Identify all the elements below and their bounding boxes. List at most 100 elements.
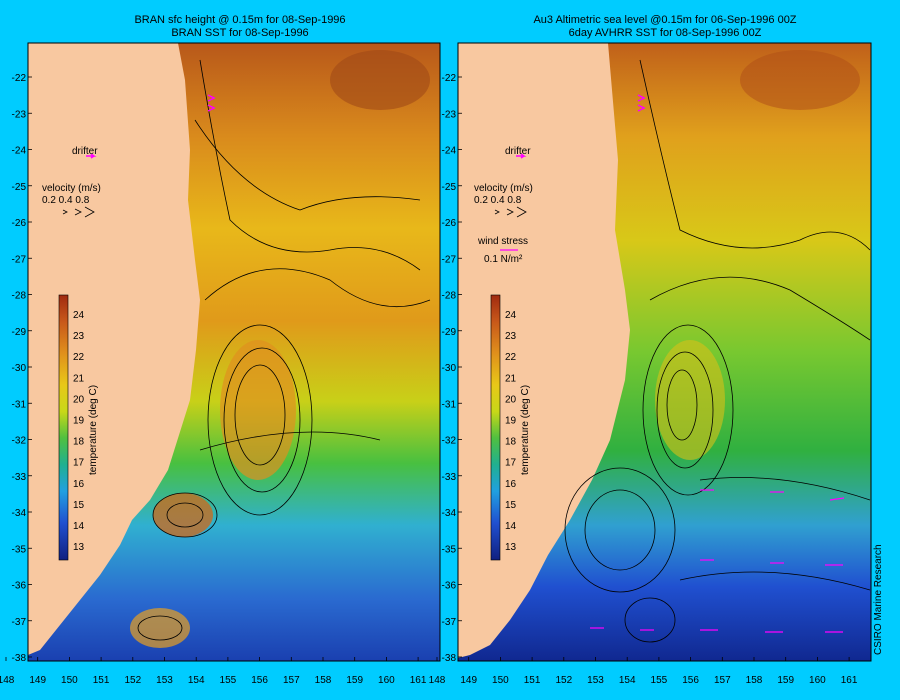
- left-title-line2: BRAN SST for 08-Sep-1996: [171, 27, 309, 39]
- right-velocity-values: 0.2 0.4 0.8: [474, 195, 522, 206]
- colorbar-tick-label: 24: [505, 310, 517, 321]
- longitude-tick-label: 149: [460, 675, 477, 686]
- colorbar-tick-label: 14: [505, 521, 517, 532]
- latitude-tick-label: -24: [442, 146, 457, 157]
- latitude-tick-label: -27: [442, 254, 457, 265]
- latitude-tick-label: -30: [12, 363, 27, 374]
- colorbar-tick-label: 18: [505, 437, 517, 448]
- longitude-tick-label: 156: [682, 675, 699, 686]
- latitude-tick-label: -36: [12, 581, 27, 592]
- right-contours: [564, 59, 871, 643]
- colorbar-tick-label: 23: [505, 331, 517, 342]
- colorbar-tick-label: 22: [505, 352, 517, 363]
- colorbar-tick-label: 19: [73, 416, 85, 427]
- right-drifter-track: [637, 94, 646, 112]
- right-drifter-legend-arrow: [516, 153, 527, 159]
- colorbar-tick-label: 22: [73, 352, 85, 363]
- latitude-tick-label: -24: [12, 146, 27, 157]
- latitude-tick-label: -27: [12, 254, 27, 265]
- latitude-tick-label: -26: [442, 218, 457, 229]
- left-warm-north: [330, 50, 430, 110]
- longitude-tick-label: 155: [651, 675, 668, 686]
- left-title-line1: BRAN sfc height @ 0.15m for 08-Sep-1996: [134, 14, 346, 26]
- latitude-tick-label: -23: [12, 109, 27, 120]
- latitude-tick-label: -28: [442, 291, 457, 302]
- latitude-tick-label: -32: [442, 436, 457, 447]
- longitude-tick-label: 159: [346, 675, 363, 686]
- longitude-tick-label: 153: [587, 675, 604, 686]
- longitude-tick-label: 160: [378, 675, 395, 686]
- longitude-tick-label: 160: [809, 675, 826, 686]
- latitude-tick-label: -33: [12, 472, 27, 483]
- latitude-tick-label: -34: [12, 508, 27, 519]
- latitude-tick-label: -30: [442, 363, 457, 374]
- latitude-tick-label: -34: [442, 508, 457, 519]
- latitude-tick-label: -38: [442, 653, 457, 664]
- colorbar-tick-label: 16: [73, 479, 85, 490]
- longitude-tick-label: 152: [555, 675, 572, 686]
- left-warm-eddy-south: [153, 493, 213, 537]
- colorbar-tick-label: 19: [505, 416, 517, 427]
- right-frame: [457, 42, 872, 662]
- longitude-tick-label: 156: [251, 675, 268, 686]
- latitude-tick-label: -36: [442, 581, 457, 592]
- left-eddy-37s: [130, 608, 190, 648]
- colorbar-tick-label: 17: [73, 458, 85, 469]
- colorbar-tick-label: 13: [73, 542, 85, 553]
- latitude-tick-label: -31: [12, 399, 27, 410]
- latitude-tick-label: -38: [12, 653, 27, 664]
- latitude-tick-label: -28: [12, 291, 27, 302]
- latitude-tick-label: -35: [442, 544, 457, 555]
- right-wind-value: 0.1 N/m²: [484, 254, 523, 265]
- right-warm-north: [740, 50, 860, 110]
- colorbar-tick-label: 13: [505, 542, 517, 553]
- colorbar-tick-label: 16: [505, 479, 517, 490]
- left-drifter-legend-arrow: [86, 153, 97, 159]
- left-title: BRAN sfc height @ 0.15m for 08-Sep-1996 …: [90, 14, 390, 40]
- left-land-australia: [28, 43, 200, 655]
- left-drifter-label: drifter: [72, 146, 98, 157]
- right-drifter-label: drifter: [505, 146, 531, 157]
- left-velocity-scale-arrows: [62, 206, 95, 218]
- latitude-tick-label: -29: [12, 327, 27, 338]
- latitude-tick-label: -26: [12, 218, 27, 229]
- right-colorbar-ticks: 24 23 22 21 20 19 18 17 16 15 14 13: [505, 310, 517, 553]
- right-title-line2: 6day AVHRR SST for 08-Sep-1996 00Z: [568, 27, 762, 39]
- right-wind-stress-arrows: [500, 249, 845, 633]
- right-velocity-label: velocity (m/s): [474, 183, 533, 194]
- left-drifter-track: [207, 94, 216, 112]
- longitude-tick-label: 158: [315, 675, 332, 686]
- credit-text: CSIRO Marine Research: [873, 544, 884, 655]
- right-wind-label: wind stress: [477, 236, 528, 247]
- left-colorbar-ticks: 24 23 22 21 20 19 18 17 16 15 14 13: [73, 310, 85, 553]
- colorbar-tick-label: 15: [73, 500, 85, 511]
- left-contours: [137, 59, 431, 641]
- latitude-tick-label: -25: [12, 182, 27, 193]
- right-map: [458, 43, 871, 661]
- longitude-tick-label: 161: [841, 675, 858, 686]
- right-colorbar: [490, 294, 501, 561]
- colorbar-tick-label: 18: [73, 437, 85, 448]
- latitude-tick-label: -22: [12, 73, 27, 84]
- longitude-tick-label: 157: [283, 675, 300, 686]
- left-latitude-ticks: -22 -23 -24 -25 -26 -27 -28 -29 -30 -31 -32 -33 -34 -…: [12, 73, 32, 664]
- longitude-tick-label: 158: [746, 675, 763, 686]
- longitude-tick-label: 152: [124, 675, 141, 686]
- longitude-tick-label: 150: [492, 675, 509, 686]
- left-frame: [27, 42, 441, 662]
- longitude-tick-label: 161: [410, 675, 427, 686]
- latitude-tick-label: -31: [442, 399, 457, 410]
- longitude-tick-label: 150: [61, 675, 78, 686]
- right-warm-eddy: [655, 340, 725, 460]
- right-longitude-ticks: 148 149 150 151 152 153 154 155 156 157 158 159 160 1…: [429, 657, 858, 686]
- left-colorbar-label: temperature (deg C): [88, 385, 99, 475]
- right-title: Au3 Altimetric sea level @0.15m for 06-S…: [500, 14, 830, 40]
- longitude-tick-label: 153: [156, 675, 173, 686]
- longitude-tick-label: 149: [29, 675, 46, 686]
- right-title-line1: Au3 Altimetric sea level @0.15m for 06-S…: [533, 14, 797, 26]
- right-velocity-scale-arrows: [494, 206, 527, 218]
- left-velocity-values: 0.2 0.4 0.8: [42, 195, 90, 206]
- longitude-tick-label: 148: [0, 675, 15, 686]
- colorbar-tick-label: 17: [505, 458, 517, 469]
